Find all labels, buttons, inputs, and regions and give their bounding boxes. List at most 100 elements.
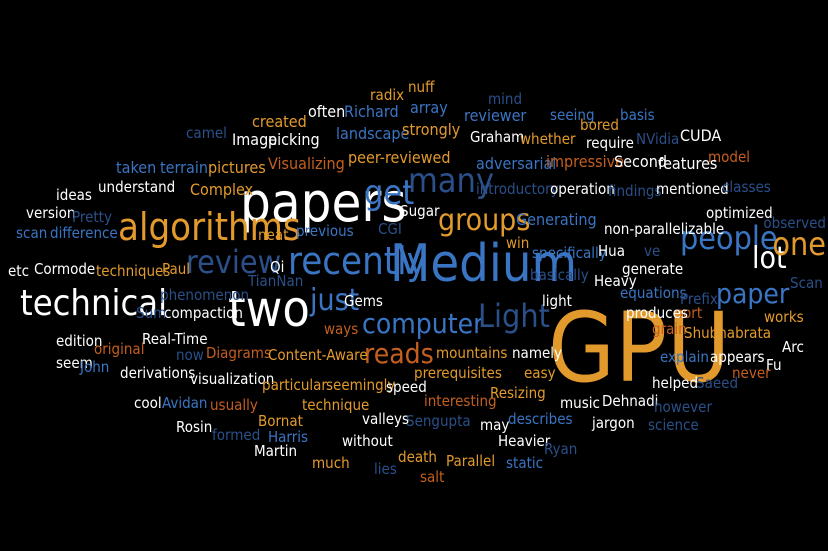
- word-scan: scan: [16, 224, 48, 242]
- word-seem: seem: [56, 354, 93, 372]
- word-observed: observed: [763, 214, 826, 232]
- word-difference: difference: [50, 224, 118, 242]
- word-created: created: [252, 112, 307, 131]
- word-heavy: Heavy: [594, 272, 637, 290]
- word-non-parallelizable: non-parallelizable: [604, 220, 725, 238]
- word-bornat: Bornat: [258, 412, 303, 430]
- word-cuda: CUDA: [680, 126, 722, 145]
- word-original: original: [94, 340, 145, 358]
- word-lies: lies: [374, 460, 397, 478]
- word-without: without: [342, 432, 393, 450]
- word-paul: Paul: [162, 260, 191, 278]
- word-content-aware: Content-Aware: [268, 346, 368, 364]
- word-generating: Generating: [516, 210, 597, 229]
- word-dehnadi: Dehnadi: [602, 392, 659, 410]
- word-etc: etc: [8, 262, 30, 280]
- word-whether: whether: [520, 130, 576, 148]
- word-interesting: interesting: [424, 392, 497, 410]
- word-neat: neat: [258, 226, 289, 244]
- word-mind: mind: [488, 90, 523, 108]
- word-adversarial: adversarial: [476, 154, 557, 173]
- word-people: people: [680, 219, 778, 257]
- word-cormode: Cormode: [34, 260, 96, 278]
- word-taken: taken: [116, 158, 157, 177]
- word-easy: easy: [524, 364, 556, 382]
- word-light-small: light: [542, 292, 572, 310]
- word-version: version: [26, 204, 76, 222]
- word-hua: Hua: [598, 242, 625, 260]
- word-papers: papers: [240, 171, 407, 234]
- word-static: static: [506, 454, 544, 472]
- word-model: model: [708, 148, 751, 166]
- word-ways: ways: [324, 320, 359, 338]
- word-array: array: [410, 98, 448, 117]
- word-groups: groups: [438, 203, 531, 238]
- word-particular: particular: [262, 376, 327, 394]
- word-basically: basically: [530, 266, 589, 284]
- word-two: two: [228, 280, 310, 338]
- word-seeing: seeing: [550, 106, 595, 124]
- word-features: features: [658, 154, 718, 173]
- word-cgi: CGI: [378, 220, 402, 238]
- word-specifically: specifically: [532, 244, 607, 262]
- word-picking: picking: [268, 130, 320, 149]
- word-formed: formed: [212, 426, 261, 444]
- word-helped: helped: [652, 374, 699, 392]
- word-techniques: techniques: [96, 262, 171, 280]
- word-produces: produces: [626, 304, 688, 322]
- word-light-big: Light: [478, 297, 550, 335]
- word-avidan: Avidan: [162, 394, 208, 412]
- word-grain: grain: [652, 320, 687, 338]
- word-phenomenon: phenomenon: [160, 286, 250, 304]
- word-speed: speed: [386, 378, 427, 396]
- word-algorithms: algorithms: [118, 205, 301, 249]
- word-nvidia: NVidia: [636, 130, 680, 148]
- word-derivations: derivations: [120, 364, 196, 382]
- word-qi: Qi: [270, 258, 285, 276]
- word-optimized: optimized: [706, 204, 773, 222]
- word-much: much: [312, 454, 350, 472]
- word-complex: Complex: [190, 180, 254, 199]
- word-one: one: [772, 225, 826, 263]
- word-understand: understand: [98, 178, 176, 196]
- word-death: death: [398, 448, 437, 466]
- word-equations: equations: [620, 284, 687, 302]
- word-pictures: pictures: [208, 158, 266, 177]
- word-prerequisites: prerequisites: [414, 364, 502, 382]
- word-bored: bored: [580, 116, 619, 134]
- word-require: require: [586, 134, 634, 152]
- word-valleys: valleys: [362, 410, 410, 428]
- word-saeed: Saeed: [696, 374, 739, 392]
- word-music: music: [560, 394, 600, 412]
- word-compaction: compaction: [164, 304, 243, 322]
- word-sugar: Sugar: [400, 202, 440, 220]
- word-reviewer: reviewer: [464, 106, 527, 125]
- word-john: John: [80, 358, 110, 376]
- word-works: works: [764, 308, 804, 326]
- word-ve: ve: [644, 242, 661, 260]
- word-paper: paper: [716, 277, 790, 310]
- word-image: Image: [232, 130, 278, 149]
- word-recently: recently: [288, 239, 427, 283]
- word-previous: previous: [296, 222, 354, 240]
- word-explain: explain: [660, 348, 709, 366]
- word-arc: Arc: [782, 338, 804, 356]
- word-medium: Medium: [390, 234, 578, 294]
- word-graham: Graham: [470, 128, 525, 146]
- word-never: never: [732, 364, 771, 382]
- word-mountains: mountains: [436, 344, 508, 362]
- word-tiannan: TianNan: [248, 272, 304, 290]
- word-landscape: landscape: [336, 124, 410, 143]
- word-visualization: visualization: [190, 370, 275, 388]
- word-diagrams: Diagrams: [206, 344, 271, 362]
- word-computer: computer: [362, 307, 484, 340]
- word-many: many: [408, 161, 495, 201]
- word-second: Second: [614, 152, 667, 171]
- word-sum: Sum: [136, 304, 167, 322]
- word-terrain: terrain: [160, 158, 208, 177]
- word-findings: findings: [608, 182, 662, 200]
- word-fu: Fu: [766, 356, 782, 374]
- word-win: win: [506, 234, 530, 252]
- word-basis: basis: [620, 106, 655, 124]
